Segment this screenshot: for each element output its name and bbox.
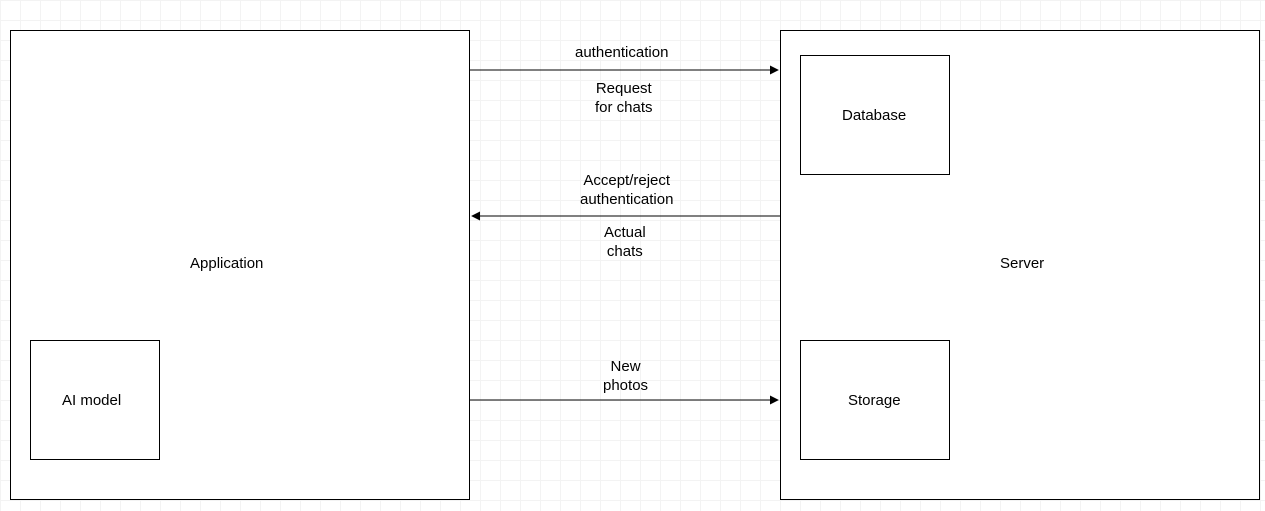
edge-auth-response-label-above: Accept/reject authentication (580, 172, 673, 210)
storage-label: Storage (848, 392, 901, 411)
ai-model-label: AI model (62, 392, 121, 411)
edge-auth-request-label-above: authentication (575, 44, 668, 63)
server-label: Server (1000, 255, 1044, 274)
diagram-canvas: Application AI model Server Database Sto… (0, 0, 1265, 511)
edge-new-photos-label-above: New photos (603, 358, 648, 396)
database-label: Database (842, 107, 906, 126)
edge-auth-request-label-below: Request for chats (595, 80, 653, 118)
edge-auth-response-label-below: Actual chats (604, 224, 646, 262)
application-label: Application (190, 255, 263, 274)
